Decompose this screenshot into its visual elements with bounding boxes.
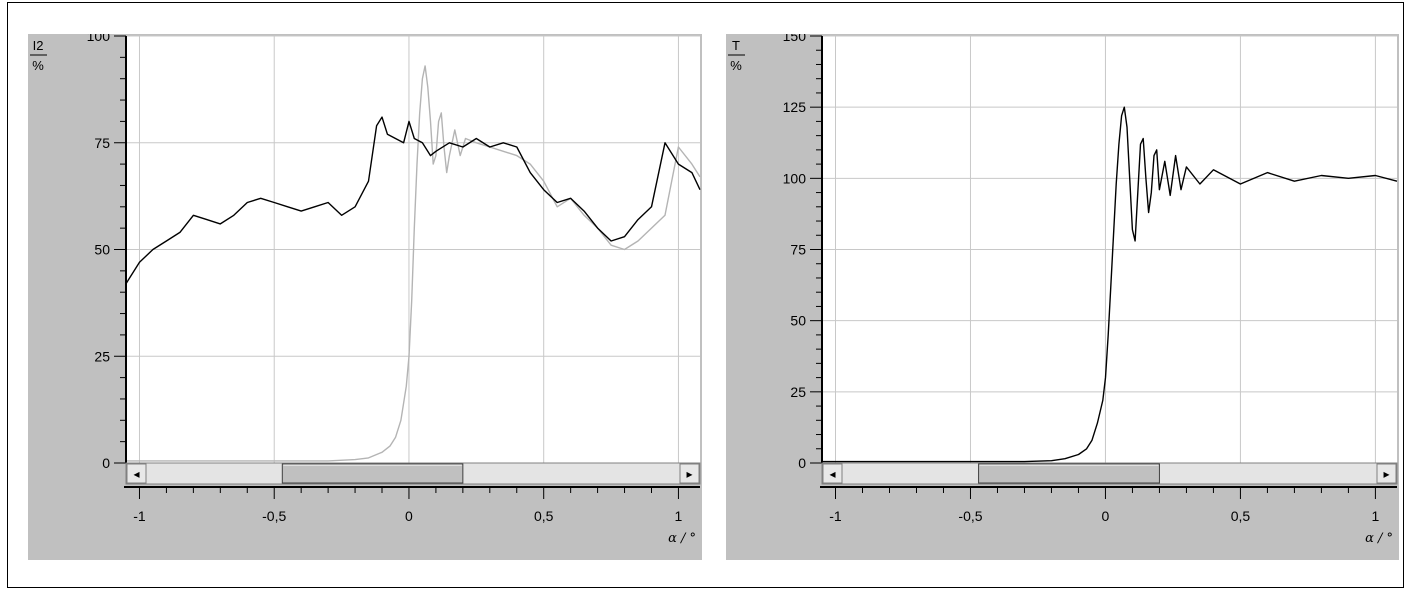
scroll-right-arrow-icon: ▸ — [686, 467, 692, 481]
x-tick-label: 1 — [1372, 508, 1380, 524]
y-tick-label: 0 — [798, 455, 806, 471]
y-axis-title: T — [732, 38, 740, 53]
series-line — [822, 106, 1398, 463]
y-tick-label: 25 — [790, 384, 806, 400]
x-tick-label: -1 — [133, 508, 146, 524]
x-tick-label: -0,5 — [958, 508, 982, 524]
y-tick-label: 125 — [783, 99, 807, 115]
application-frame: 0 25 50 75 100 I2% ◂ ▸ -1 -0,5 0 0,5 1 α / ° 0 25 50 75 1… — [7, 2, 1404, 588]
scroll-left-button-face[interactable] — [126, 463, 147, 484]
x-tick-label: 1 — [675, 508, 683, 524]
chart-t: 0 25 50 75 100 125 150 T% ◂ ▸ -1 -0,5 0 0,5 1 α / ° — [728, 34, 1398, 546]
scroll-left-button[interactable]: ◂ — [822, 463, 843, 484]
y-tick-label: 100 — [87, 34, 111, 44]
scroll-right-button-face[interactable] — [679, 463, 700, 484]
scroll-right-button-face[interactable] — [1376, 463, 1397, 484]
x-tick-label: 0 — [1102, 508, 1110, 524]
y-axis-unit: % — [730, 58, 742, 73]
y-tick-label: 50 — [790, 313, 806, 329]
y-tick-label: 25 — [94, 348, 110, 364]
x-axis-title: α / ° — [1365, 531, 1393, 546]
scroll-left-arrow-icon: ◂ — [829, 467, 835, 481]
chart-panel-i2: 0 25 50 75 100 I2% ◂ ▸ -1 -0,5 0 0,5 1 α / ° — [28, 34, 702, 560]
x-axis-title: α / ° — [668, 531, 696, 546]
x-tick-label: -1 — [829, 508, 842, 524]
chart-i2: 0 25 50 75 100 I2% ◂ ▸ -1 -0,5 0 0,5 1 α / ° — [30, 34, 701, 546]
scroll-right-button[interactable]: ▸ — [1376, 463, 1397, 484]
y-tick-label: 150 — [783, 34, 807, 44]
y-axis-title: I2 — [33, 38, 44, 53]
chart-panel-t: 0 25 50 75 100 125 150 T% ◂ ▸ -1 -0,5 0 0,5 1 α / ° — [726, 34, 1399, 560]
scroll-left-button[interactable]: ◂ — [126, 463, 147, 484]
y-tick-label: 50 — [94, 242, 110, 258]
x-tick-label: 0,5 — [534, 508, 554, 524]
scroll-left-arrow-icon: ◂ — [133, 467, 139, 481]
series-line — [125, 116, 701, 285]
scrollbar-thumb[interactable] — [978, 463, 1160, 484]
scroll-right-arrow-icon: ▸ — [1383, 467, 1389, 481]
x-tick-label: 0 — [405, 508, 413, 524]
x-tick-label: -0,5 — [262, 508, 286, 524]
y-tick-label: 75 — [94, 135, 110, 151]
x-tick-label: 0,5 — [1231, 508, 1251, 524]
scroll-right-button[interactable]: ▸ — [679, 463, 700, 484]
scrollbar-thumb[interactable] — [281, 463, 464, 484]
scroll-left-button-face[interactable] — [822, 463, 843, 484]
y-tick-label: 0 — [102, 455, 110, 471]
y-tick-label: 100 — [783, 170, 807, 186]
y-tick-label: 75 — [790, 242, 806, 258]
y-axis-unit: % — [32, 58, 44, 73]
